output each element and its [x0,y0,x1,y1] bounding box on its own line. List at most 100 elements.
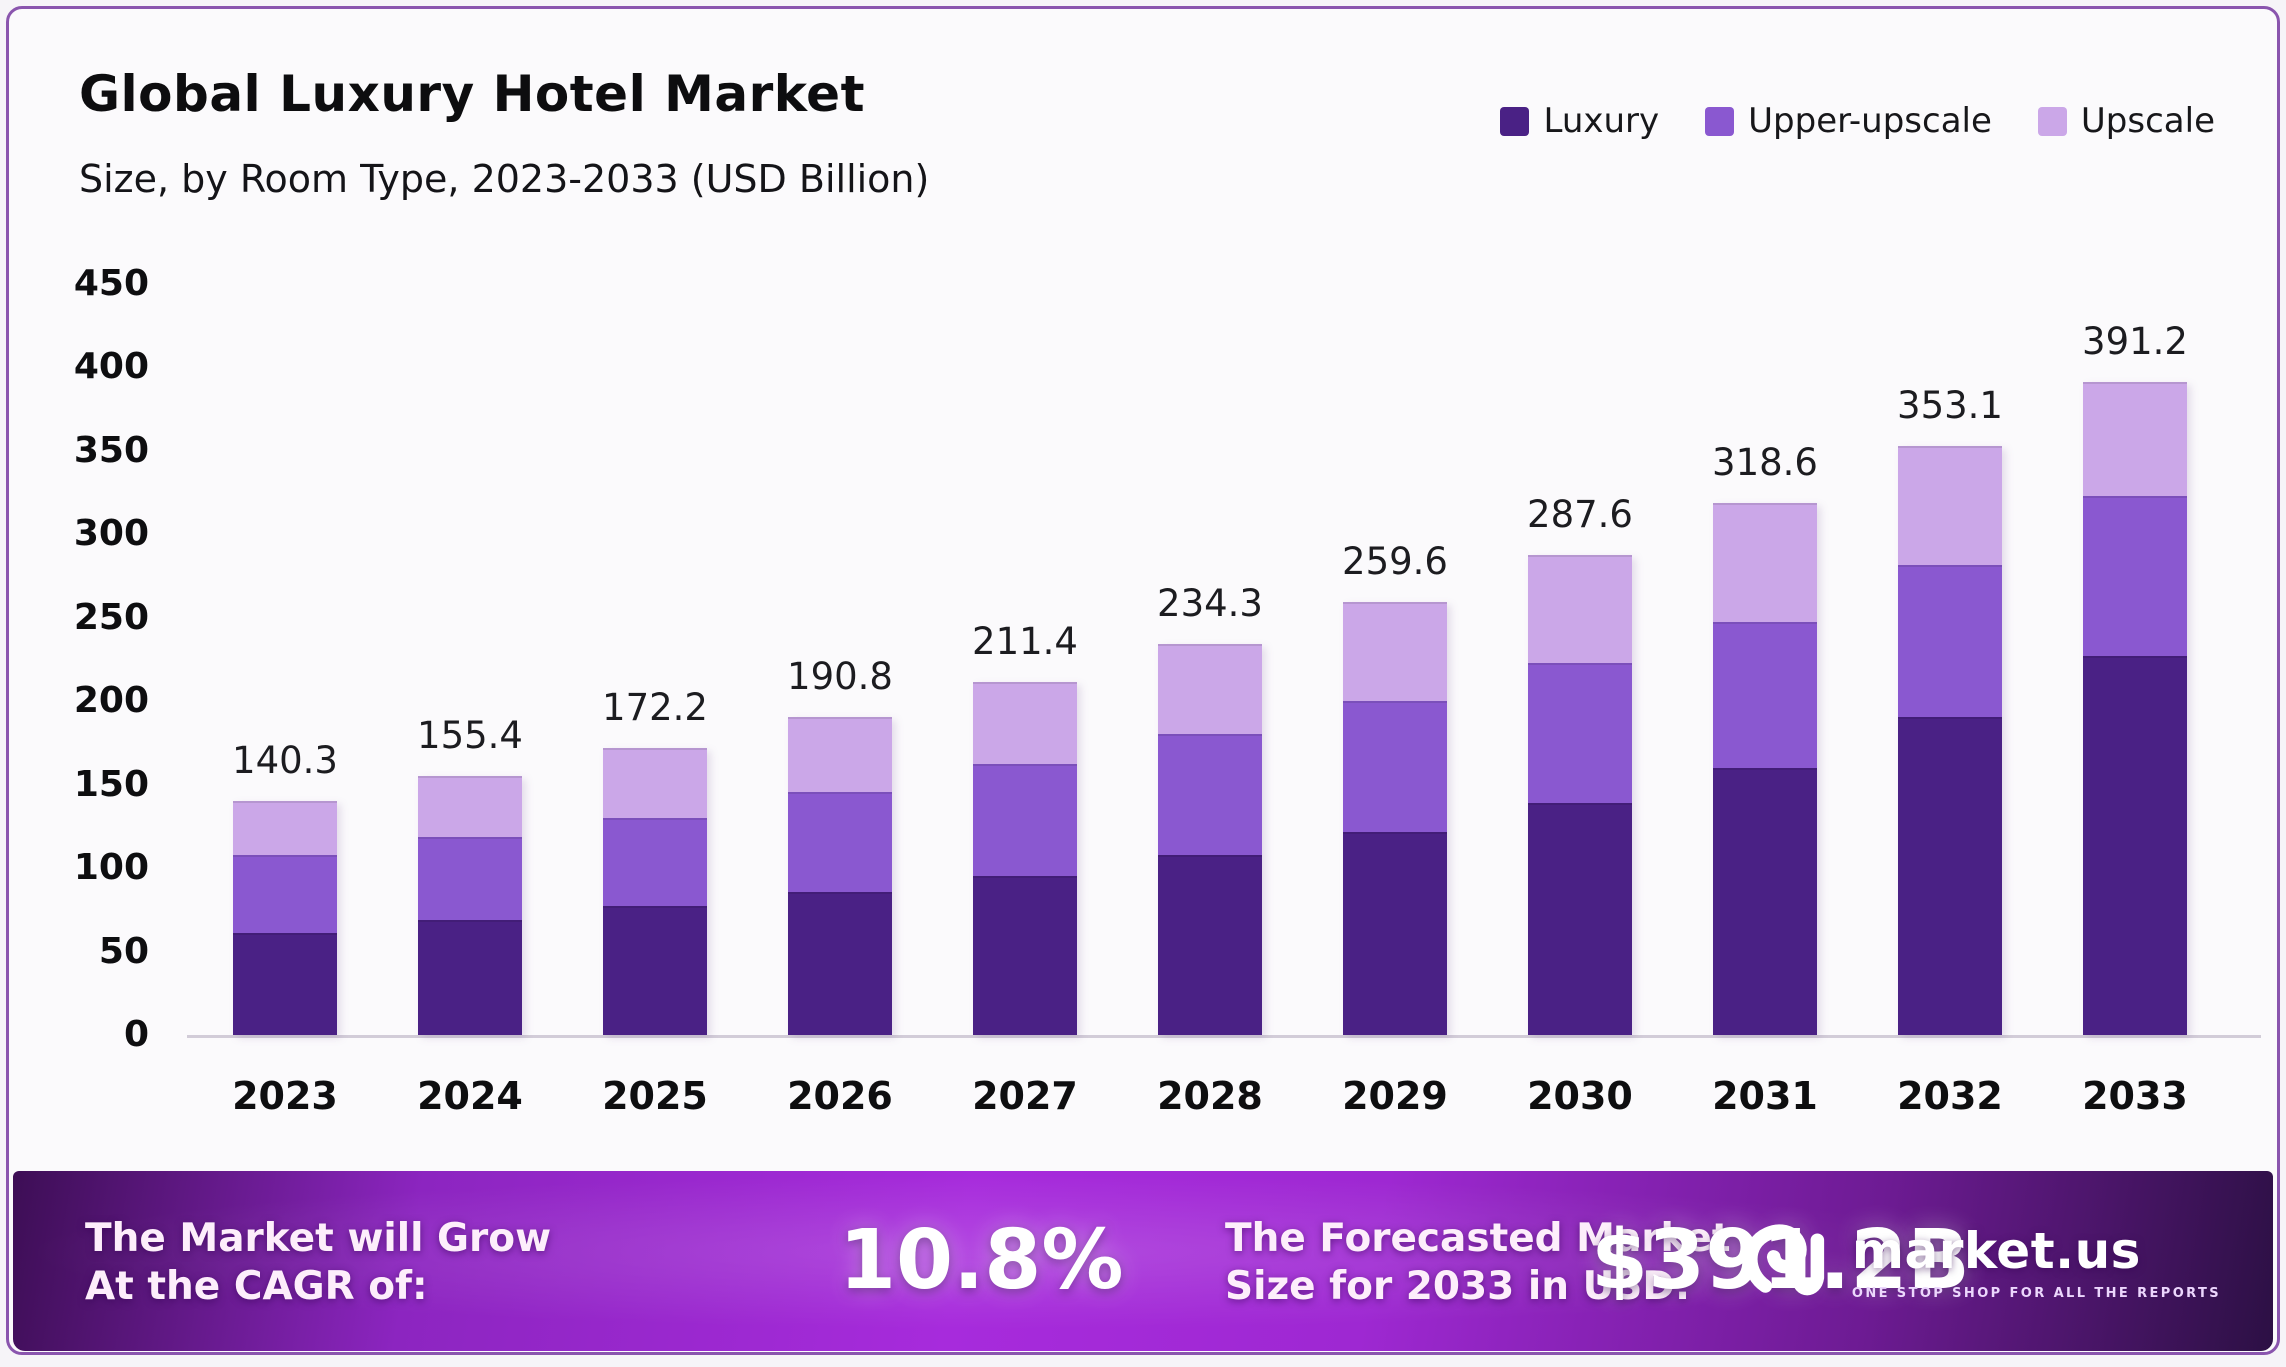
brand-names: market.us ONE STOP SHOP FOR ALL THE REPO… [1852,1222,2221,1301]
cagr-value: 10.8% [839,1213,1124,1308]
legend-label-upper-upscale: Upper-upscale [1748,101,1992,141]
bar-total-label: 140.3 [232,738,338,782]
brand-name: market.us [1851,1221,2141,1280]
legend-swatch-upper-upscale [1705,106,1735,136]
y-tick-label: 400 [73,346,149,388]
bar-segment-upscale-2032 [1898,445,2002,566]
bar-segment-upscale-2033 [2083,382,2187,497]
legend-item-luxury: Luxury [1500,101,1659,141]
cagr-caption-line2: At the CAGR of: [85,1263,428,1309]
page-subtitle: Size, by Room Type, 2023-2033 (USD Billi… [79,157,930,201]
bar-segment-upper-upscale-2023 [233,854,337,933]
bar-2031 [1713,503,1817,1035]
bar-total-label: 318.6 [1712,441,1818,485]
x-tick-label: 2025 [602,1074,708,1118]
x-tick-label: 2029 [1342,1074,1448,1118]
y-tick-label: 450 [73,262,149,304]
y-tick-label: 50 [98,930,149,972]
bar-segment-upscale-2030 [1528,555,1632,664]
x-tick-label: 2032 [1897,1074,2003,1118]
bar-2024 [418,775,522,1035]
bar-segment-upscale-2027 [973,682,1077,765]
legend-label-upscale: Upscale [2080,101,2215,141]
legend-swatch-upscale [2037,106,2067,136]
bar-total-label: 391.2 [2082,320,2188,364]
bar-segment-luxury-2033 [2083,655,2187,1035]
bar-segment-upper-upscale-2029 [1343,700,1447,832]
footer-banner: The Market will Grow At the CAGR of: 10.… [13,1171,2273,1351]
bar-total-label: 287.6 [1527,492,1633,536]
bar-2033 [2083,382,2187,1035]
bar-segment-upper-upscale-2026 [788,792,892,892]
bar-segment-upper-upscale-2028 [1158,734,1262,856]
x-tick-label: 2031 [1712,1074,1818,1118]
legend-item-upper-upscale: Upper-upscale [1705,101,1992,141]
y-tick-label: 100 [73,847,149,889]
bar-2026 [788,716,892,1035]
y-tick-label: 300 [73,513,149,555]
bar-segment-upscale-2024 [418,775,522,838]
bar-segment-upper-upscale-2027 [973,764,1077,876]
legend-swatch-luxury [1500,106,1530,136]
x-tick-label: 2028 [1157,1074,1263,1118]
infographic-card: Global Luxury Hotel Market Size, by Room… [6,6,2280,1355]
bar-2029 [1343,601,1447,1035]
bar-segment-upper-upscale-2033 [2083,496,2187,656]
x-tick-label: 2033 [2082,1074,2188,1118]
bar-2025 [603,747,707,1035]
x-tick-label: 2030 [1527,1074,1633,1118]
bar-segment-luxury-2031 [1713,767,1817,1035]
brand-block: market.us ONE STOP SHOP FOR ALL THE REPO… [1730,1171,2221,1351]
x-tick-label: 2023 [232,1074,338,1118]
page-title: Global Luxury Hotel Market [79,65,865,123]
bar-segment-luxury-2027 [973,875,1077,1035]
bar-segment-upper-upscale-2025 [603,817,707,907]
x-tick-label: 2024 [417,1074,523,1118]
market-us-logo-icon [1744,1224,1824,1296]
bar-segment-upscale-2025 [603,747,707,818]
bar-segment-luxury-2032 [1898,717,2002,1035]
bar-total-label: 155.4 [417,713,523,757]
bar-2023 [233,800,337,1035]
bar-2027 [973,682,1077,1035]
bar-total-label: 190.8 [787,654,893,698]
brand-tagline: ONE STOP SHOP FOR ALL THE REPORTS [1851,1285,2221,1301]
stacked-bar-chart: 0 50 100 150 200 250 300 350 400 450 140.3 2023 155.… [9,9,2277,1352]
forecast-caption-line2: Size for 2033 in USD: [1225,1263,1691,1309]
x-tick-label: 2027 [972,1074,1078,1118]
bar-segment-upscale-2028 [1158,643,1262,735]
bar-segment-upscale-2026 [788,716,892,793]
cagr-caption: The Market will Grow At the CAGR of: [85,1215,551,1310]
cagr-caption-line1: The Market will Grow [85,1216,552,1261]
y-tick-label: 350 [73,429,149,471]
bar-segment-luxury-2026 [788,891,892,1035]
bar-segment-upscale-2029 [1343,601,1447,701]
bar-2028 [1158,643,1262,1035]
bar-segment-upper-upscale-2031 [1713,621,1817,768]
y-tick-label: 0 [123,1014,149,1055]
bar-segment-upper-upscale-2032 [1898,565,2002,718]
bar-segment-luxury-2025 [603,906,707,1035]
bar-segment-upscale-2031 [1713,503,1817,622]
bar-segment-luxury-2030 [1528,802,1632,1035]
bar-total-label: 211.4 [972,620,1078,664]
y-tick-label: 200 [73,680,149,722]
bar-total-label: 259.6 [1342,539,1448,583]
bar-segment-luxury-2028 [1158,855,1262,1035]
bar-segment-luxury-2024 [418,920,522,1035]
legend-label-luxury: Luxury [1543,101,1660,141]
bar-total-label: 353.1 [1897,383,2003,427]
legend: Luxury Upper-upscale Upscale [1500,101,2215,141]
bar-segment-luxury-2023 [233,932,337,1035]
bar-segment-upper-upscale-2024 [418,837,522,921]
bar-total-label: 172.2 [602,685,708,729]
bar-2030 [1528,555,1632,1035]
x-tick-label: 2026 [787,1074,893,1118]
y-tick-label: 150 [73,763,149,805]
forecast-caption-line1: The Forecasted Market [1225,1216,1731,1261]
forecast-caption: The Forecasted Market Size for 2033 in U… [1225,1215,1731,1310]
bar-segment-upscale-2023 [233,800,337,855]
bar-segment-upper-upscale-2030 [1528,663,1632,803]
bar-total-label: 234.3 [1157,581,1263,625]
legend-item-upscale: Upscale [2037,101,2215,141]
